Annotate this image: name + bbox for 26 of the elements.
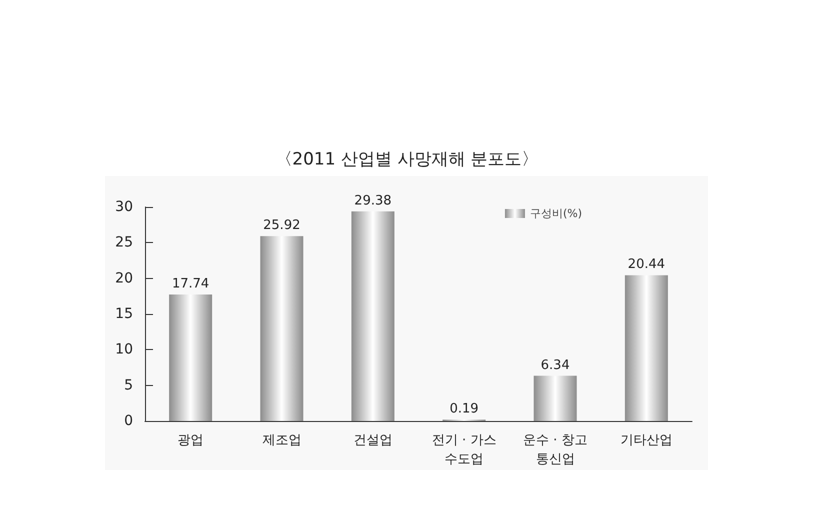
data-label: 0.19 [450,402,479,417]
y-tick-label: 20 [115,270,133,286]
x-tick-label: 건설업 [353,433,392,448]
legend-label: 구성비(%) [530,207,582,220]
x-tick-label: 기타산업 [620,433,672,448]
bar [534,376,577,421]
y-tick-label: 25 [115,234,133,251]
x-tick-label: 광업 [178,433,204,448]
y-tick-label: 0 [124,413,133,429]
chart-title: 〈2011 산업별 사망재해 분포도〉 [275,150,539,170]
y-tick-label: 10 [115,342,133,358]
data-label: 6.34 [540,358,570,373]
bar [260,236,304,421]
y-tick-label: 30 [115,199,133,215]
y-tick-label: 5 [124,377,133,394]
x-tick-label: 전기 · 가스 수도업 [432,433,496,467]
x-tick-label: 운수 · 창고 통신업 [523,433,588,467]
bar [624,275,668,421]
bar [169,294,212,421]
y-tick-label: 15 [115,306,133,322]
data-label: 20.44 [628,257,666,272]
data-label: 25.92 [263,218,300,234]
x-tick-label: 제조업 [262,433,302,448]
data-label: 17.74 [172,276,210,292]
data-label: 29.38 [354,193,392,208]
bar [351,211,394,421]
